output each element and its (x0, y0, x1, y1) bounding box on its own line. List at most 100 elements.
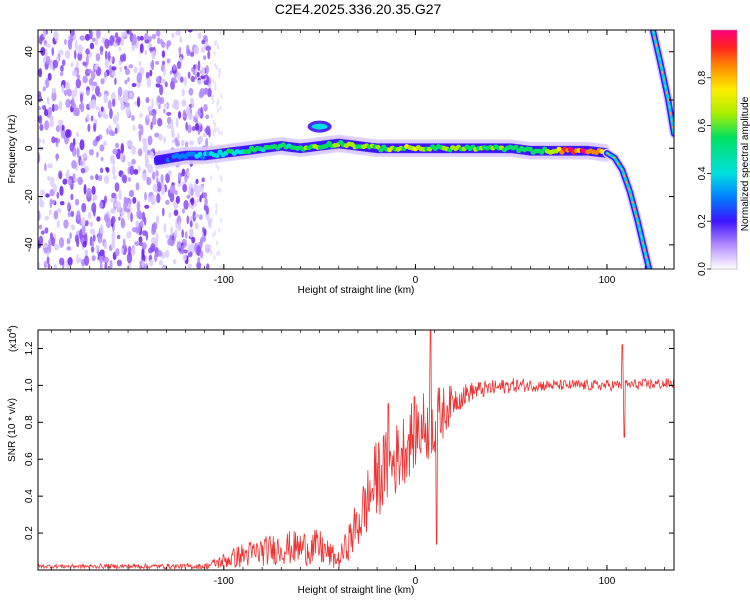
noise-speckle (96, 216, 101, 222)
noise-speckle (220, 93, 223, 99)
noise-speckle (112, 115, 118, 124)
noise-speckle (116, 111, 120, 122)
noise-speckle (103, 241, 108, 250)
noise-speckle (138, 212, 143, 220)
noise-speckle (215, 40, 218, 46)
noise-speckle (182, 208, 185, 214)
noise-speckle (39, 195, 42, 204)
snr-ytick-label: 0.2 (24, 526, 35, 540)
noise-speckle (155, 170, 159, 177)
noise-speckle (201, 184, 204, 194)
noise-speckle (38, 210, 41, 222)
noise-speckle (201, 67, 206, 77)
noise-speckle (199, 238, 203, 249)
noise-speckle (203, 103, 208, 112)
noise-speckle (217, 98, 220, 104)
noise-speckle (210, 217, 213, 223)
noise-speckle (171, 103, 176, 109)
noise-speckle (147, 135, 153, 146)
noise-speckle (194, 222, 199, 230)
noise-speckle (47, 72, 52, 81)
noise-speckle (147, 105, 153, 113)
noise-speckle (181, 88, 185, 97)
noise-speckle (103, 113, 109, 120)
noise-speckle (194, 73, 198, 80)
noise-speckle (43, 40, 48, 45)
noise-speckle (187, 71, 191, 79)
noise-speckle (89, 30, 93, 40)
spectrogram-ytick-label: 20 (24, 94, 35, 106)
noise-speckle (133, 168, 139, 175)
colorbar-tick-label: 0.2 (697, 214, 708, 228)
noise-speckle (109, 64, 112, 75)
noise-speckle (87, 211, 92, 219)
noise-speckle (196, 245, 202, 257)
noise-speckle (189, 97, 193, 104)
noise-speckle (144, 204, 150, 209)
snr-multiplier-base: (x10 (8, 332, 19, 352)
noise-speckle (166, 111, 172, 117)
noise-speckle (112, 42, 118, 47)
noise-speckle (219, 174, 222, 180)
noise-speckle (158, 104, 161, 110)
noise-speckle (136, 72, 142, 84)
noise-speckle (191, 236, 196, 244)
noise-speckle (116, 259, 122, 267)
noise-speckle (132, 197, 137, 204)
noise-speckle (44, 163, 47, 172)
noise-speckle (186, 215, 190, 225)
noise-speckle (109, 108, 113, 119)
noise-speckle (139, 35, 144, 41)
noise-speckle (52, 184, 58, 193)
noise-speckle (130, 247, 136, 256)
noise-speckle (212, 79, 215, 85)
noise-speckle (135, 220, 139, 228)
noise-speckle (99, 167, 104, 174)
noise-speckle (131, 115, 135, 122)
spectrogram-ytick-label: -20 (24, 189, 35, 204)
noise-speckle (104, 50, 108, 61)
noise-speckle (126, 252, 133, 264)
noise-speckle (170, 119, 174, 127)
noise-speckle (190, 203, 195, 210)
noise-speckle (160, 78, 166, 84)
noise-speckle (106, 167, 110, 173)
spectrogram-xtick-label: 100 (599, 275, 616, 286)
noise-speckle (210, 175, 213, 181)
noise-speckle (140, 124, 144, 136)
noise-speckle (183, 199, 189, 210)
colorbar: 0.0 0.2 0.4 0.6 0.8 Normalized spectral ampl… (697, 29, 750, 276)
snr-multiplier: (x104) (7, 325, 19, 352)
noise-speckle (43, 108, 49, 117)
noise-speckle (202, 132, 207, 138)
noise-speckle (194, 200, 197, 208)
snr-ylabel: SNR (10 * v/v) (7, 398, 18, 462)
noise-speckle (45, 193, 50, 198)
noise-speckle (61, 84, 65, 94)
noise-speckle (117, 86, 123, 98)
noise-speckle (217, 165, 220, 171)
noise-speckle (107, 51, 111, 62)
noise-speckle (190, 187, 194, 197)
noise-speckle (180, 139, 185, 147)
noise-speckle (65, 98, 71, 108)
noise-speckle (189, 228, 194, 238)
noise-speckle (150, 243, 156, 252)
noise-speckle (99, 51, 103, 56)
noise-speckle (150, 121, 153, 131)
noise-speckle (118, 189, 122, 201)
noise-speckle (67, 211, 72, 218)
noise-speckle (145, 71, 150, 80)
noise-speckle (92, 139, 98, 147)
noise-speckle (219, 187, 222, 193)
noise-speckle (116, 201, 122, 212)
noise-speckle (69, 142, 74, 152)
noise-speckle (74, 234, 79, 244)
noise-speckle (187, 243, 191, 254)
noise-speckle (82, 61, 87, 66)
noise-speckle (170, 226, 174, 237)
spectrogram-xtick-label: 0 (413, 275, 419, 286)
noise-speckle (148, 259, 154, 267)
noise-speckle (184, 231, 188, 239)
noise-speckle (192, 64, 197, 70)
